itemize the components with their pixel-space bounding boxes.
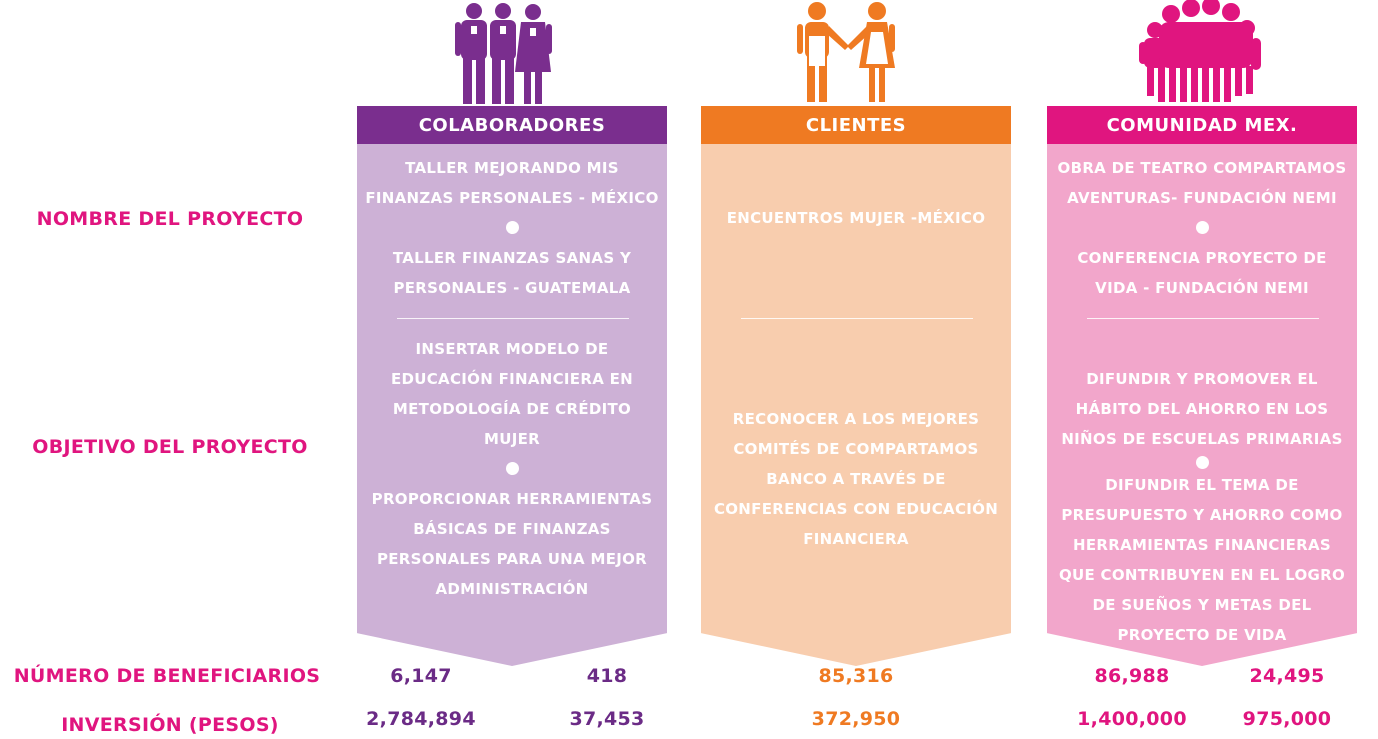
project-names: TALLER MEJORANDO MIS FINANZAS PERSONALES… xyxy=(357,153,667,303)
investment-value: 2,784,894 xyxy=(366,708,476,730)
column-header: COLABORADORES xyxy=(357,106,667,144)
section-divider xyxy=(1087,318,1319,319)
bullet-dot xyxy=(505,221,519,234)
row-label-project-objective: OBJETIVO DEL PROYECTO xyxy=(32,436,308,458)
column-clientes: CLIENTES ENCUENTROS MUJER -MÉXICO RECONO… xyxy=(701,0,1011,739)
project-objective-item: DIFUNDIR Y PROMOVER EL HÁBITO DEL AHORRO… xyxy=(1061,370,1343,448)
investment-value: 975,000 xyxy=(1242,708,1332,730)
project-names: ENCUENTROS MUJER -MÉXICO xyxy=(701,203,1011,233)
bullet-dot xyxy=(1195,456,1209,469)
project-name-item: CONFERENCIA PROYECTO DE VIDA - FUNDACIÓN… xyxy=(1077,249,1327,297)
beneficiaries-value: 86,988 xyxy=(1094,665,1170,687)
row-label-project-name: NOMBRE DEL PROYECTO xyxy=(36,208,304,230)
project-objectives: DIFUNDIR Y PROMOVER EL HÁBITO DEL AHORRO… xyxy=(1047,364,1357,650)
investment-value: 37,453 xyxy=(569,708,645,730)
section-divider xyxy=(397,318,629,319)
column-body: OBRA DE TEATRO COMPARTAMOS AVENTURAS- FU… xyxy=(1047,144,1357,666)
column-colaboradores: COLABORADORES TALLER MEJORANDO MIS FINAN… xyxy=(357,0,667,739)
column-comunidad: COMUNIDAD MEX. OBRA DE TEATRO COMPARTAMO… xyxy=(1047,0,1357,739)
beneficiaries-value: 418 xyxy=(586,665,628,687)
bullet-dot xyxy=(1195,221,1209,234)
investment-value: 372,950 xyxy=(811,708,901,730)
column-body: ENCUENTROS MUJER -MÉXICO RECONOCER A LOS… xyxy=(701,144,1011,666)
staff-group-icon xyxy=(455,3,552,104)
row-label-investment: INVERSIÓN (PESOS) xyxy=(61,714,279,736)
project-name-item: OBRA DE TEATRO COMPARTAMOS AVENTURAS- FU… xyxy=(1057,159,1347,207)
project-objective-item: INSERTAR MODELO DE EDUCACIÓN FINANCIERA … xyxy=(390,340,634,448)
project-objective-item: RECONOCER A LOS MEJORES COMITÉS DE COMPA… xyxy=(713,410,999,548)
beneficiaries-value: 85,316 xyxy=(818,665,894,687)
column-header: COMUNIDAD MEX. xyxy=(1047,106,1357,144)
investment-value: 1,400,000 xyxy=(1077,708,1187,730)
project-objectives: RECONOCER A LOS MEJORES COMITÉS DE COMPA… xyxy=(701,404,1011,554)
bullet-dot xyxy=(505,462,519,475)
section-divider xyxy=(741,318,973,319)
project-name-item: ENCUENTROS MUJER -MÉXICO xyxy=(726,209,986,227)
row-label-beneficiaries: NÚMERO DE BENEFICIARIOS xyxy=(13,665,321,687)
clients-couple-icon xyxy=(797,2,895,102)
project-name-item: TALLER MEJORANDO MIS FINANZAS PERSONALES… xyxy=(365,159,659,207)
community-crowd-icon xyxy=(1139,0,1261,102)
column-body: TALLER MEJORANDO MIS FINANZAS PERSONALES… xyxy=(357,144,667,666)
beneficiaries-value: 24,495 xyxy=(1249,665,1325,687)
beneficiaries-value: 6,147 xyxy=(390,665,452,687)
column-header: CLIENTES xyxy=(701,106,1011,144)
project-objective-item: PROPORCIONAR HERRAMIENTAS BÁSICAS DE FIN… xyxy=(371,490,653,598)
project-objective-item: DIFUNDIR EL TEMA DE PRESUPUESTO Y AHORRO… xyxy=(1058,476,1346,644)
project-names: OBRA DE TEATRO COMPARTAMOS AVENTURAS- FU… xyxy=(1047,153,1357,303)
project-name-item: TALLER FINANZAS SANAS Y PERSONALES - GUA… xyxy=(392,249,632,297)
project-objectives: INSERTAR MODELO DE EDUCACIÓN FINANCIERA … xyxy=(357,334,667,604)
